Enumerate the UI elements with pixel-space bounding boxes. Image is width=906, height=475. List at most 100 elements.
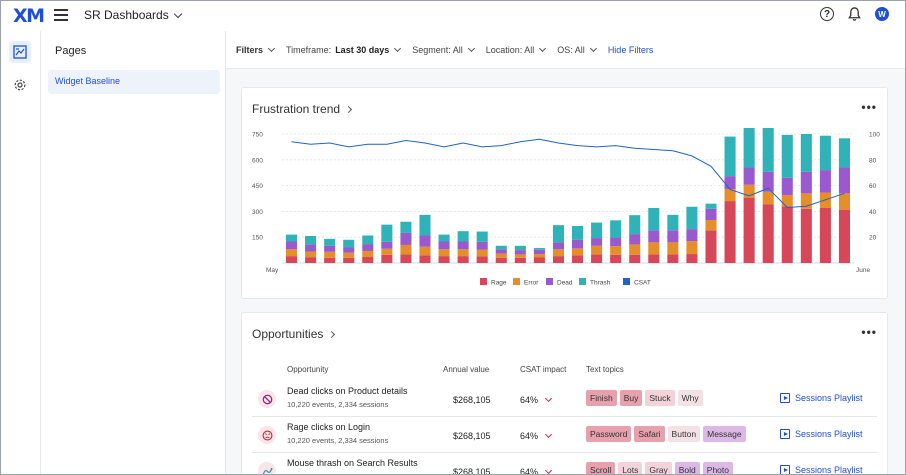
topic-tag[interactable]: Safari bbox=[634, 426, 665, 442]
dashboard-icon[interactable] bbox=[9, 41, 31, 63]
bar-thrash bbox=[400, 221, 412, 233]
more-options-icon[interactable]: ••• bbox=[861, 100, 877, 114]
frustration-trend-title[interactable]: Frustration trend bbox=[252, 102, 353, 116]
sessions-playlist-link[interactable]: Sessions Playlist bbox=[780, 393, 863, 403]
bar-error bbox=[476, 249, 488, 257]
hide-filters-link[interactable]: Hide Filters bbox=[607, 44, 654, 55]
filters-dropdown[interactable]: Filters bbox=[236, 44, 276, 55]
bar-error bbox=[724, 189, 736, 202]
bar-dead bbox=[705, 208, 717, 220]
opportunities-title[interactable]: Opportunities bbox=[252, 327, 336, 341]
chevron-right-icon bbox=[328, 330, 336, 338]
avatar[interactable]: W bbox=[875, 7, 889, 21]
bar-thrash bbox=[629, 215, 641, 235]
thrash-icon bbox=[258, 462, 276, 474]
xm-logo[interactable]: XM bbox=[13, 5, 45, 27]
bar-rage bbox=[667, 254, 679, 263]
bar-rage bbox=[381, 254, 393, 263]
bar-rage bbox=[686, 254, 698, 263]
topic-tag[interactable]: Stuck bbox=[645, 390, 675, 406]
bar-dead bbox=[438, 241, 450, 250]
table-row[interactable]: Mouse thrash on Search Results $268,105 … bbox=[252, 453, 877, 474]
bar-dead bbox=[762, 171, 774, 192]
bar-error bbox=[572, 248, 584, 256]
os-filter[interactable]: OS: All bbox=[557, 44, 597, 55]
frustration-trend-card: Frustration trend ••• 750 600 450 300 150 100… bbox=[241, 87, 888, 299]
timeframe-filter[interactable]: Timeframe: Last 30 days bbox=[286, 44, 402, 55]
pages-title: Pages bbox=[55, 45, 87, 57]
bar-rage bbox=[438, 256, 450, 263]
more-options-icon[interactable]: ••• bbox=[861, 325, 877, 339]
opportunity-title[interactable]: Dead clicks on Product details bbox=[287, 386, 408, 396]
main-area: Filters Timeframe: Last 30 days Segment: … bbox=[226, 31, 905, 474]
bar-dead bbox=[667, 230, 679, 243]
bar-error bbox=[400, 244, 412, 255]
bar-dead bbox=[781, 177, 793, 196]
bar-dead bbox=[362, 244, 374, 251]
bar-error bbox=[438, 249, 450, 257]
topic-tag[interactable]: Password bbox=[586, 426, 632, 442]
bar-dead bbox=[686, 229, 698, 242]
opportunity-title[interactable]: Mouse thrash on Search Results bbox=[287, 458, 418, 468]
bar-thrash bbox=[457, 231, 469, 242]
y2-tick-label: 40 bbox=[869, 209, 877, 216]
location-filter[interactable]: Location: All bbox=[486, 44, 547, 55]
help-icon[interactable]: ? bbox=[820, 7, 834, 21]
timeframe-label: Timeframe: bbox=[286, 44, 332, 55]
dashboard-selector[interactable]: SR Dashboards bbox=[84, 8, 182, 22]
table-row[interactable]: Rage clicks on Login 10,220 events, 2,33… bbox=[252, 417, 877, 453]
bell-icon[interactable] bbox=[847, 6, 862, 22]
csat-value: 64% bbox=[520, 431, 539, 441]
bar-thrash bbox=[381, 224, 393, 242]
topic-tag[interactable]: Message bbox=[703, 426, 746, 442]
bar-thrash bbox=[705, 203, 717, 209]
table-row[interactable]: Dead clicks on Product details 10,220 ev… bbox=[252, 381, 877, 417]
page-item-widget-baseline[interactable]: Widget Baseline bbox=[48, 70, 220, 94]
bar-thrash bbox=[533, 248, 545, 250]
bar-thrash bbox=[419, 214, 431, 236]
bar-rage bbox=[324, 257, 336, 263]
menu-icon[interactable] bbox=[54, 9, 68, 21]
bar-error bbox=[762, 191, 774, 205]
legend-swatch-rage bbox=[480, 278, 487, 285]
bar-rage bbox=[419, 255, 431, 263]
bar-dead bbox=[514, 250, 526, 255]
topic-tag[interactable]: Photo bbox=[702, 462, 733, 474]
bar-error bbox=[514, 254, 526, 258]
bar-thrash bbox=[648, 207, 660, 231]
topic-tag[interactable]: Lots bbox=[618, 462, 643, 474]
topic-tag[interactable]: Buy bbox=[619, 390, 643, 406]
column-header-opportunity: Opportunity bbox=[287, 365, 329, 374]
topic-tag[interactable]: Finish bbox=[586, 390, 617, 406]
bar-error bbox=[629, 244, 641, 255]
column-header-csat-impact: CSAT impact bbox=[520, 365, 567, 374]
annual-value: $268,105 bbox=[453, 431, 491, 441]
opportunities-card: Opportunities ••• Opportunity Annual val… bbox=[241, 312, 888, 474]
topic-tag[interactable]: Button bbox=[667, 426, 701, 442]
bar-error bbox=[781, 195, 793, 207]
topic-tag[interactable]: Bold bbox=[674, 462, 700, 474]
bar-error bbox=[552, 249, 564, 257]
gear-icon[interactable] bbox=[9, 74, 31, 96]
bar-dead bbox=[629, 234, 641, 245]
bar-thrash bbox=[781, 134, 793, 178]
chevron-down-icon bbox=[544, 466, 553, 474]
bar-thrash bbox=[762, 128, 774, 172]
bar-error bbox=[305, 251, 317, 258]
bar-rage bbox=[705, 230, 717, 263]
card-title-text: Opportunities bbox=[252, 327, 324, 341]
bar-dead bbox=[495, 249, 507, 254]
segment-filter[interactable]: Segment: All bbox=[412, 44, 475, 55]
prohibited-icon bbox=[258, 390, 276, 408]
sessions-playlist-link[interactable]: Sessions Playlist bbox=[780, 429, 863, 439]
opportunity-stats: 10,220 events, 2,334 sessions bbox=[287, 436, 389, 445]
topic-tag[interactable]: Scroll bbox=[586, 462, 616, 474]
topic-tag[interactable]: Gray bbox=[645, 462, 672, 474]
pages-panel: Pages Widget Baseline bbox=[41, 31, 226, 474]
sessions-playlist-link[interactable]: Sessions Playlist bbox=[780, 465, 863, 474]
bar-dead bbox=[533, 249, 545, 255]
topic-tag[interactable]: Why bbox=[677, 390, 703, 406]
bar-thrash bbox=[610, 220, 622, 238]
opportunity-title[interactable]: Rage clicks on Login bbox=[287, 422, 371, 432]
